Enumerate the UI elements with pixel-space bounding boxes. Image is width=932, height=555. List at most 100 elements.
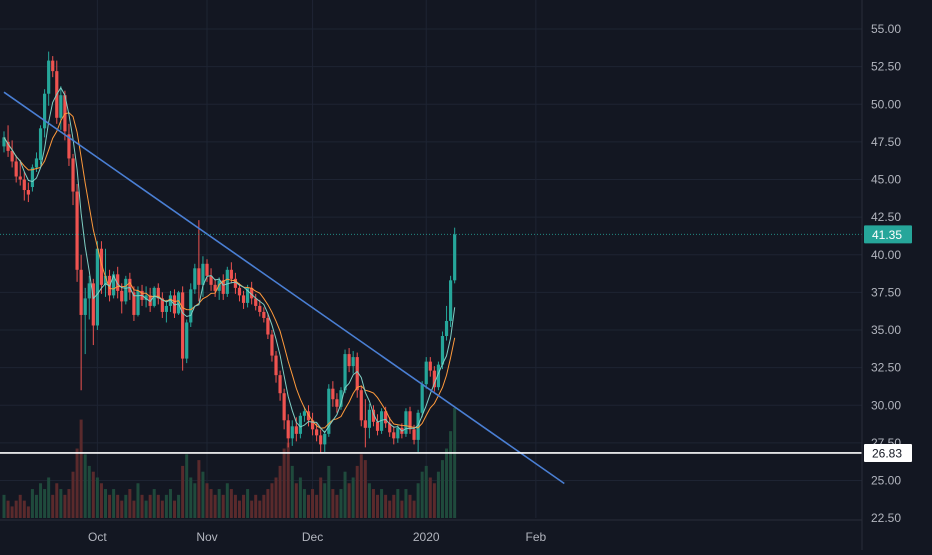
- volume-bar: [136, 483, 140, 518]
- volume-bar: [87, 465, 91, 518]
- volume-bar: [140, 494, 144, 518]
- candle-body: [290, 426, 294, 439]
- candle-body: [213, 284, 217, 291]
- candle: [197, 220, 201, 302]
- volume-bar: [363, 460, 367, 518]
- volume-bar: [404, 489, 408, 518]
- candle-body: [298, 415, 302, 434]
- candle: [290, 420, 294, 446]
- price-tick-label: 47.50: [871, 135, 901, 149]
- candle-body: [43, 93, 47, 129]
- candle: [331, 381, 335, 407]
- volume-bar: [197, 460, 201, 518]
- time-axis[interactable]: Oct Nov Dec 2020 Feb: [0, 519, 862, 544]
- candle-body: [128, 278, 132, 293]
- volume-bar: [282, 448, 286, 518]
- candle: [388, 417, 392, 437]
- volume-bar: [99, 483, 103, 518]
- candle: [14, 155, 18, 183]
- price-tick-label: 37.50: [871, 285, 901, 299]
- candle-body: [22, 179, 26, 191]
- candle: [201, 256, 205, 297]
- candle-body: [363, 420, 367, 428]
- time-tick-label: 2020: [413, 530, 440, 544]
- volume-bar: [424, 465, 428, 518]
- volume-bar: [75, 448, 79, 518]
- candle-body: [453, 234, 457, 281]
- candle-body: [371, 409, 376, 422]
- candle-body: [428, 361, 432, 371]
- volume-bar: [262, 494, 266, 518]
- volume-bar: [339, 489, 343, 518]
- candle-body: [367, 409, 371, 428]
- support-price-tag: [864, 443, 912, 462]
- candle-body: [233, 278, 238, 288]
- volume-bar: [217, 489, 221, 518]
- candle-body: [254, 298, 258, 306]
- candle-body: [335, 399, 339, 407]
- candle-body: [424, 361, 428, 385]
- price-tick-label: 35.00: [871, 323, 901, 337]
- volume-bar: [30, 489, 34, 518]
- candle: [209, 268, 213, 291]
- volume-bar: [148, 494, 152, 518]
- candle-body: [63, 95, 67, 132]
- candle: [302, 406, 307, 422]
- candle-body: [416, 412, 420, 440]
- drawings[interactable]: [0, 91, 862, 485]
- candle-body: [262, 311, 266, 318]
- candle-body: [408, 411, 412, 430]
- candle-body: [375, 421, 380, 431]
- volume-bar: [327, 465, 331, 518]
- volume-bar: [156, 494, 160, 518]
- volume-bar: [124, 494, 128, 518]
- volume-bar: [104, 489, 107, 518]
- last-price-tag: [864, 225, 912, 244]
- candle-body: [75, 191, 79, 270]
- volume-bar: [55, 483, 59, 518]
- candle: [396, 424, 400, 443]
- volume-bar: [347, 483, 351, 518]
- candle: [310, 412, 315, 436]
- candle-body: [71, 158, 75, 192]
- candle: [408, 406, 412, 434]
- volume-bar: [22, 500, 26, 518]
- candle: [83, 287, 87, 355]
- volume-bar: [388, 500, 392, 518]
- candle: [420, 381, 424, 418]
- volume-bar: [83, 454, 87, 518]
- candle-body: [302, 411, 307, 416]
- candle: [298, 412, 302, 439]
- candle-body: [339, 390, 343, 407]
- candle-body: [51, 60, 55, 72]
- candle: [6, 125, 10, 157]
- volume-bar: [160, 500, 164, 518]
- moving-average-fast: [3, 86, 456, 434]
- price-tags: 41.35 26.83: [864, 225, 912, 462]
- volume-bar: [209, 489, 213, 518]
- volume-bar: [108, 494, 112, 518]
- candle-body: [205, 263, 209, 276]
- candle: [26, 182, 30, 203]
- candle-body: [278, 375, 282, 394]
- candle-body: [436, 364, 441, 388]
- candle: [351, 351, 355, 374]
- volume-bar: [177, 494, 181, 518]
- volume-bar: [331, 489, 335, 518]
- candle-body: [156, 287, 160, 299]
- candle-body: [193, 268, 197, 290]
- candle: [262, 307, 266, 323]
- candle: [319, 429, 323, 454]
- price-tick-label: 22.50: [871, 511, 901, 525]
- volume-bar: [10, 506, 14, 518]
- candle-body: [237, 287, 242, 296]
- volume-bar: [185, 454, 189, 518]
- trendline[interactable]: [3, 91, 565, 485]
- volume-bar: [26, 506, 30, 518]
- volume-bar: [213, 494, 217, 518]
- time-tick-label: Oct: [88, 530, 107, 544]
- candle: [278, 370, 282, 401]
- price-axis[interactable]: 55.00 52.50 50.00 47.50 45.00 42.50 40.00 37.50…: [861, 0, 901, 550]
